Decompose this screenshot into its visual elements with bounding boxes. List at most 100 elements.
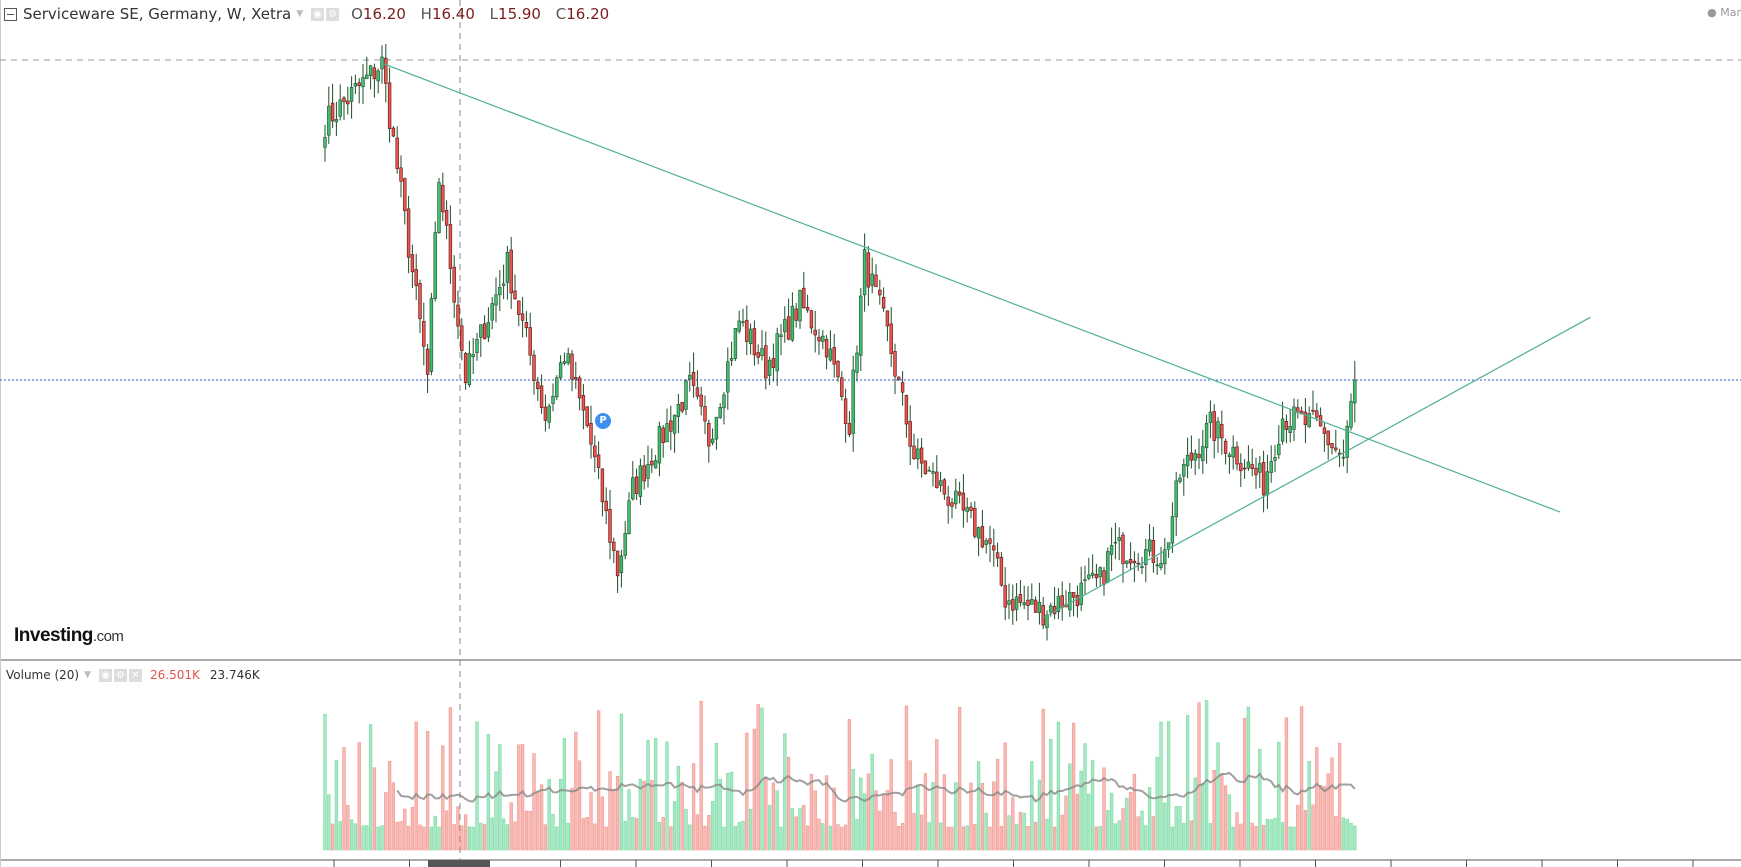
candle-up xyxy=(353,83,358,87)
candle-down xyxy=(1261,462,1266,496)
candle-down xyxy=(1330,443,1334,449)
candle-up xyxy=(1273,457,1277,461)
gear-icon[interactable]: ⚙ xyxy=(114,668,127,682)
volume-bar-up xyxy=(1178,805,1182,851)
eye-icon[interactable]: ◉ xyxy=(311,7,325,21)
candle-up xyxy=(870,273,874,286)
volume-bar-down xyxy=(1121,808,1125,851)
volume-bar-down xyxy=(1235,812,1239,851)
volume-bar-up xyxy=(870,753,874,851)
candle-up xyxy=(718,407,722,418)
volume-bar-down xyxy=(832,787,836,851)
candle-up xyxy=(722,394,726,409)
volume-bar-down xyxy=(904,705,909,851)
volume-bar-up xyxy=(1292,826,1296,851)
candle-up xyxy=(927,469,931,472)
candle-up xyxy=(558,362,563,379)
volume-bar-up xyxy=(688,824,692,851)
candle-up xyxy=(1193,453,1197,461)
volume-bar-up xyxy=(1109,792,1114,851)
close-icon[interactable]: ✕ xyxy=(129,668,142,682)
volume-bar-down xyxy=(372,767,377,851)
candle-up xyxy=(551,395,555,404)
candle-up xyxy=(653,460,658,469)
candle-up xyxy=(760,348,764,357)
candle-up xyxy=(1341,456,1346,459)
volume-bar-down xyxy=(809,773,814,851)
candle-down xyxy=(988,538,992,544)
volume-bar-up xyxy=(334,760,339,851)
candle-up xyxy=(349,87,354,102)
candle-up xyxy=(729,357,734,361)
candle-up xyxy=(859,295,863,356)
volume-bar-up xyxy=(790,808,795,851)
eye-icon[interactable]: ◉ xyxy=(99,668,112,682)
volume-bar-up xyxy=(475,721,479,851)
volume-bar-up xyxy=(1307,761,1311,851)
volume-bar-up xyxy=(1147,787,1152,851)
candle-down xyxy=(422,321,426,347)
volume-bar-up xyxy=(1007,815,1011,851)
volume-bar-down xyxy=(836,824,840,851)
volume-title[interactable]: Volume (20) xyxy=(6,668,80,682)
volume-bar-down xyxy=(1284,717,1289,851)
volume-bar-down xyxy=(357,742,361,851)
chevron-down-icon[interactable]: ▼ xyxy=(296,9,304,19)
volume-bar-up xyxy=(862,793,867,851)
volume-bar-down xyxy=(425,731,430,851)
candle-up xyxy=(665,423,669,443)
candle-down xyxy=(460,325,464,351)
volume-bar-down xyxy=(570,787,574,851)
top-right-label: Mar xyxy=(1720,6,1741,19)
candle-down xyxy=(703,406,707,422)
event-marker[interactable]: P xyxy=(595,413,611,429)
candle-down xyxy=(346,100,350,105)
candle-up xyxy=(490,303,494,321)
volume-bar-up xyxy=(775,790,779,851)
volume-bar-down xyxy=(1311,804,1315,851)
volume-bar-down xyxy=(935,739,939,851)
candle-up xyxy=(710,438,715,444)
volume-bar-down xyxy=(961,826,966,851)
candle-up xyxy=(1014,596,1019,610)
volume-bar-up xyxy=(1349,823,1353,851)
trendline xyxy=(381,62,1561,513)
volume-bar-down xyxy=(456,806,460,851)
volume-bar-up xyxy=(965,825,969,851)
volume-bar-up xyxy=(821,823,825,851)
volume-bar-down xyxy=(1136,816,1140,851)
symbol-title[interactable]: Serviceware SE, Germany, W, Xetra xyxy=(23,5,292,23)
volume-bar-up xyxy=(619,713,624,851)
candle-up xyxy=(954,490,958,505)
candle-up xyxy=(627,500,631,535)
candle-down xyxy=(441,184,445,213)
volume-bar-down xyxy=(900,822,905,851)
candle-down xyxy=(881,296,886,309)
candle-up xyxy=(638,465,643,497)
candle-down xyxy=(1071,592,1076,598)
chevron-down-icon[interactable]: ▼ xyxy=(84,670,91,680)
volume-bar-up xyxy=(1068,763,1072,851)
candle-down xyxy=(1018,594,1023,603)
candle-down xyxy=(600,468,605,503)
top-right-legend[interactable]: ● Mar xyxy=(1707,6,1741,19)
candle-down xyxy=(444,210,449,226)
collapse-icon[interactable] xyxy=(4,7,17,21)
volume-bar-down xyxy=(1151,816,1156,851)
volume-bar-up xyxy=(741,820,745,851)
gear-icon[interactable]: ⚙ xyxy=(326,7,340,21)
volume-bar-down xyxy=(661,817,665,851)
candle-up xyxy=(1349,401,1353,428)
volume-bar-down xyxy=(441,745,445,851)
volume-bar-up xyxy=(433,815,437,851)
volume-bar-up xyxy=(1170,826,1175,851)
volume-bar-up xyxy=(1227,794,1232,851)
logo-suffix: .com xyxy=(92,628,124,645)
candle-down xyxy=(980,526,985,548)
volume-bar-up xyxy=(558,779,563,851)
volume-bar-down xyxy=(969,782,973,851)
candle-up xyxy=(1045,614,1049,629)
candle-up xyxy=(1178,477,1182,482)
volume-bar-down xyxy=(1254,826,1258,851)
